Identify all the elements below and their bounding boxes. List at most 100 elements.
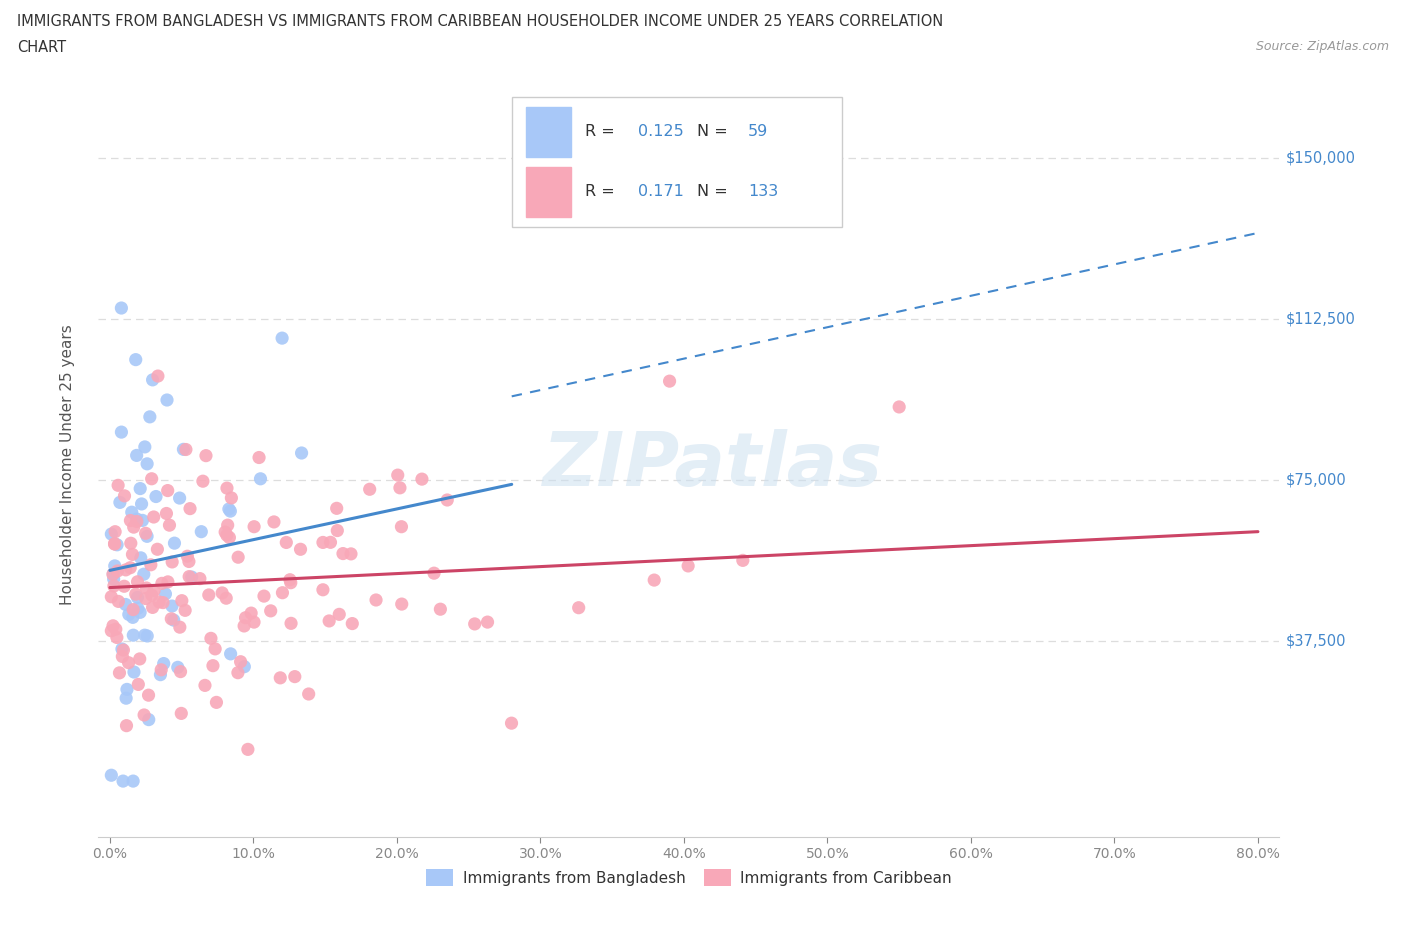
Point xyxy=(107,564,129,578)
Point xyxy=(501,716,523,731)
Point xyxy=(174,442,197,457)
Text: $112,500: $112,500 xyxy=(1285,312,1355,326)
Text: IMMIGRANTS FROM BANGLADESH VS IMMIGRANTS FROM CARIBBEAN HOUSEHOLDER INCOME UNDER: IMMIGRANTS FROM BANGLADESH VS IMMIGRANTS… xyxy=(17,14,943,29)
Point xyxy=(100,590,122,604)
Point xyxy=(135,525,157,540)
Point xyxy=(191,473,214,488)
Point xyxy=(114,597,136,612)
Point xyxy=(388,481,411,496)
Point xyxy=(129,551,152,565)
Point xyxy=(214,525,236,539)
Point xyxy=(188,571,211,586)
Point xyxy=(218,530,240,545)
Point xyxy=(122,628,145,643)
Point xyxy=(135,591,157,606)
Point xyxy=(128,652,150,667)
Point xyxy=(179,569,201,584)
Point xyxy=(112,774,135,789)
Point xyxy=(122,665,145,680)
Point xyxy=(215,591,238,605)
Point xyxy=(100,768,122,783)
Point xyxy=(436,493,458,508)
Point xyxy=(134,628,156,643)
Point xyxy=(160,611,183,626)
Point xyxy=(103,566,125,581)
Point xyxy=(243,519,266,534)
Point xyxy=(280,576,302,591)
Point xyxy=(312,535,335,550)
FancyBboxPatch shape xyxy=(512,97,842,227)
Point xyxy=(568,600,591,615)
Point xyxy=(391,597,413,612)
Point xyxy=(163,613,186,628)
Y-axis label: Householder Income Under 25 years: Householder Income Under 25 years xyxy=(60,325,75,605)
Point xyxy=(103,578,125,593)
Point xyxy=(125,448,148,463)
Point xyxy=(233,618,256,633)
Text: $150,000: $150,000 xyxy=(1285,150,1355,165)
Point xyxy=(477,615,499,630)
Point xyxy=(150,576,173,591)
Point xyxy=(148,594,170,609)
Point xyxy=(423,565,446,580)
Point xyxy=(104,558,127,573)
Point xyxy=(889,400,911,415)
Point xyxy=(364,592,387,607)
Point xyxy=(108,665,131,680)
Point xyxy=(169,491,191,506)
Point xyxy=(271,331,294,346)
Point xyxy=(146,368,169,383)
Point xyxy=(169,619,191,634)
Point xyxy=(247,450,270,465)
Point xyxy=(328,607,350,622)
Point xyxy=(132,566,155,581)
Point xyxy=(100,526,122,541)
Point xyxy=(132,708,155,723)
Point xyxy=(318,614,340,629)
Point xyxy=(174,603,197,618)
Point xyxy=(122,774,145,789)
Point xyxy=(276,535,298,550)
Text: 0.125: 0.125 xyxy=(638,125,683,140)
Point xyxy=(155,506,177,521)
Point xyxy=(194,448,217,463)
Text: R =: R = xyxy=(585,125,620,140)
Point xyxy=(136,629,159,644)
Text: 0.171: 0.171 xyxy=(638,184,685,199)
Point xyxy=(142,510,165,525)
Point xyxy=(217,518,239,533)
Text: N =: N = xyxy=(697,125,733,140)
Point xyxy=(219,504,242,519)
Point xyxy=(201,658,224,673)
Point xyxy=(221,490,243,505)
Point xyxy=(676,559,699,574)
Point xyxy=(115,682,138,697)
Point xyxy=(215,481,238,496)
Point xyxy=(104,622,127,637)
Point xyxy=(280,616,302,631)
Point xyxy=(120,560,142,575)
Point xyxy=(118,607,141,622)
Point xyxy=(226,665,249,680)
Point xyxy=(131,497,153,512)
Text: ZIPatlas: ZIPatlas xyxy=(543,429,883,501)
Point xyxy=(105,538,128,552)
Point xyxy=(176,549,198,564)
Point xyxy=(122,520,145,535)
Point xyxy=(204,642,226,657)
Point xyxy=(103,572,125,587)
Point xyxy=(290,445,312,460)
Point xyxy=(127,590,149,604)
Point xyxy=(429,602,451,617)
Point xyxy=(142,372,165,387)
Point xyxy=(319,535,342,550)
Text: $37,500: $37,500 xyxy=(1285,634,1346,649)
Point xyxy=(121,505,143,520)
Point xyxy=(387,468,409,483)
Point xyxy=(100,623,122,638)
Point xyxy=(177,554,200,569)
Point xyxy=(145,489,167,504)
Text: N =: N = xyxy=(697,184,733,199)
Point xyxy=(290,542,312,557)
Point xyxy=(127,575,149,590)
